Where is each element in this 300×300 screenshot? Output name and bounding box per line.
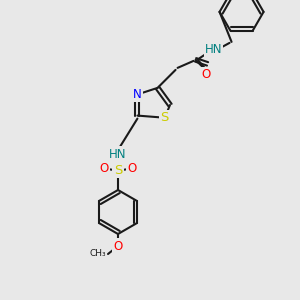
Text: O: O	[99, 163, 109, 176]
Text: HN: HN	[205, 44, 222, 56]
Text: O: O	[113, 239, 123, 253]
Text: S: S	[160, 111, 169, 124]
Text: HN: HN	[109, 148, 127, 160]
Text: O: O	[201, 68, 210, 81]
Text: S: S	[114, 164, 122, 176]
Text: CH₃: CH₃	[89, 250, 106, 259]
Text: N: N	[133, 88, 142, 101]
Text: O: O	[128, 163, 136, 176]
